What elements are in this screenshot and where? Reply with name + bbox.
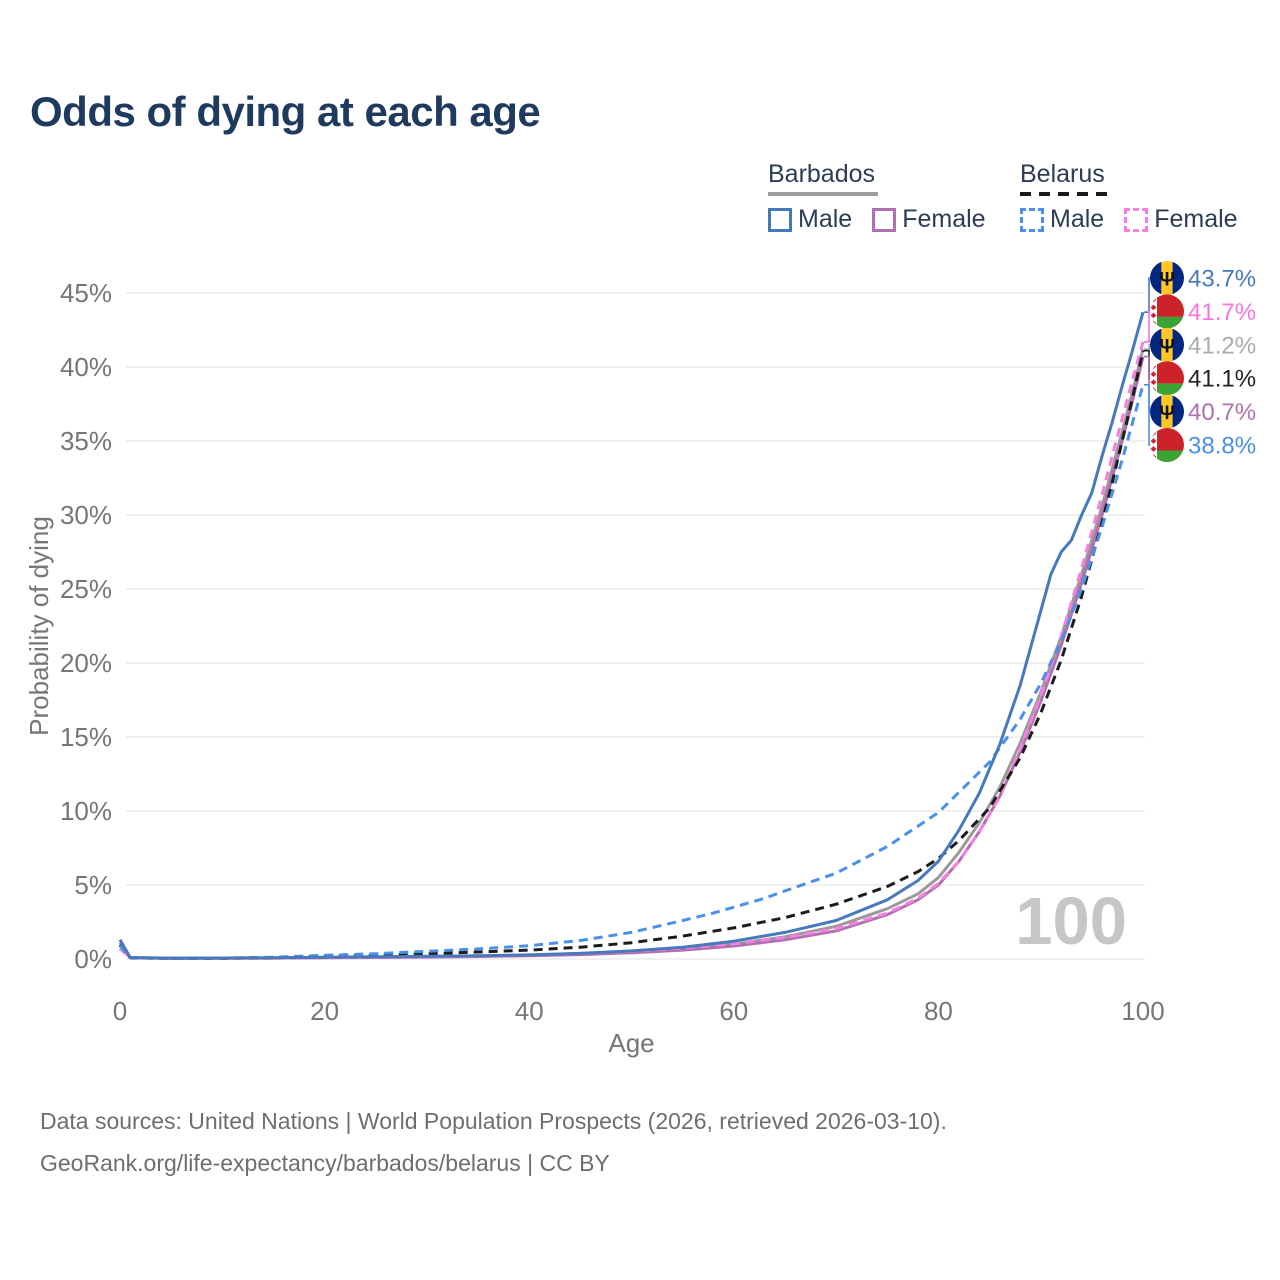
y-tick-label: 25% [60, 574, 112, 604]
belarus-flag-icon [1150, 428, 1184, 462]
x-tick-label: 80 [924, 996, 953, 1026]
legend-item-label: Male [1050, 205, 1105, 233]
legend-item-label: Male [798, 205, 853, 233]
belarus-male-swatch-icon [1020, 207, 1044, 232]
y-tick-label: 30% [60, 500, 112, 530]
barbados-flag-icon [1150, 395, 1184, 429]
end-label-leader-belarus-female [1144, 310, 1150, 343]
legend-item-belarus-female[interactable]: Female [1124, 205, 1238, 234]
line-chart: Ψ 0%5%10%15%20%25%30%35%40%45%0204060801… [24, 0, 1256, 1058]
series-line-belarus-male[interactable] [118, 384, 1145, 960]
y-tick-label: 5% [74, 870, 112, 900]
barbados-female-swatch-icon [872, 207, 897, 232]
end-value-label-belarus-female: 41.7% [1188, 299, 1256, 326]
x-tick-label: 60 [719, 996, 748, 1026]
legend-item-barbados-female[interactable]: Female [872, 205, 986, 234]
end-value-label-barbados-total: 41.2% [1188, 332, 1256, 359]
legend-item-label: Female [1154, 205, 1238, 233]
barbados-solid-line-key [768, 192, 878, 196]
series-line-barbados-female[interactable] [118, 356, 1145, 960]
series-layer [118, 311, 1145, 960]
legend-item-barbados-male[interactable]: Male [768, 205, 852, 234]
x-tick-label: 20 [310, 996, 339, 1026]
end-value-label-barbados-male: 43.7% [1188, 266, 1256, 293]
end-label-leader-barbados-total [1144, 344, 1150, 350]
axis-layer: 0% 5% 10% 15% 20% 25% 30% 35% 40% 45% 0 20 40 60 80 100… [24, 278, 1165, 1058]
y-tick-label: 20% [60, 648, 112, 678]
x-tick-label: 100 [1121, 996, 1164, 1026]
barbados-flag-icon [1150, 328, 1184, 362]
age-watermark: 100 [1015, 884, 1127, 959]
legend-group-barbados: Barbados Male Female [768, 160, 986, 234]
legend-item-label: Female [902, 205, 986, 233]
barbados-flag-icon [1150, 261, 1184, 295]
end-value-label-belarus-total: 41.1% [1188, 366, 1256, 393]
y-tick-label: 15% [60, 722, 112, 752]
belarus-female-swatch-icon [1124, 207, 1149, 232]
watermark: 100 [1015, 884, 1127, 959]
legend-group-title: Barbados [768, 160, 876, 188]
legend-item-belarus-male[interactable]: Male [1020, 205, 1104, 234]
y-tick-label: 40% [60, 352, 112, 382]
y-tick-label: 35% [60, 426, 112, 456]
series-line-barbados-male[interactable] [118, 311, 1145, 960]
series-line-belarus-total[interactable] [118, 350, 1145, 960]
x-tick-label: 0 [113, 996, 127, 1026]
y-tick-label: 10% [60, 796, 112, 826]
legend-group-belarus: Belarus Male Female [1020, 160, 1238, 234]
end-label-leader-belarus-male [1144, 384, 1150, 446]
x-tick-label: 40 [515, 996, 544, 1026]
end-label-leader-barbados-male [1144, 277, 1150, 313]
belarus-flag-icon [1150, 294, 1184, 328]
y-axis-title: Probability of dying [24, 516, 54, 736]
end-label-layer: 43.7% 41.7% 41.2% 41.1% 40.7% 38.8% [1144, 261, 1256, 462]
y-tick-label: 0% [74, 944, 112, 974]
end-value-label-belarus-male: 38.8% [1188, 433, 1256, 460]
page-title: Odds of dying at each age [30, 88, 541, 135]
belarus-flag-icon [1150, 361, 1184, 395]
y-tick-label: 45% [60, 278, 112, 308]
belarus-dashed-line-key [1020, 192, 1108, 196]
barbados-male-swatch-icon [768, 207, 792, 232]
attribution-link: GeoRank.org/life-expectancy/barbados/bel… [40, 1150, 610, 1176]
series-line-belarus-female[interactable] [118, 341, 1145, 960]
grid-layer [126, 292, 1145, 960]
x-axis-title: Age [608, 1028, 654, 1058]
data-sources-note: Data sources: United Nations | World Pop… [40, 1108, 947, 1134]
legend-group-title: Belarus [1020, 160, 1105, 188]
end-value-label-barbados-female: 40.7% [1188, 399, 1256, 426]
